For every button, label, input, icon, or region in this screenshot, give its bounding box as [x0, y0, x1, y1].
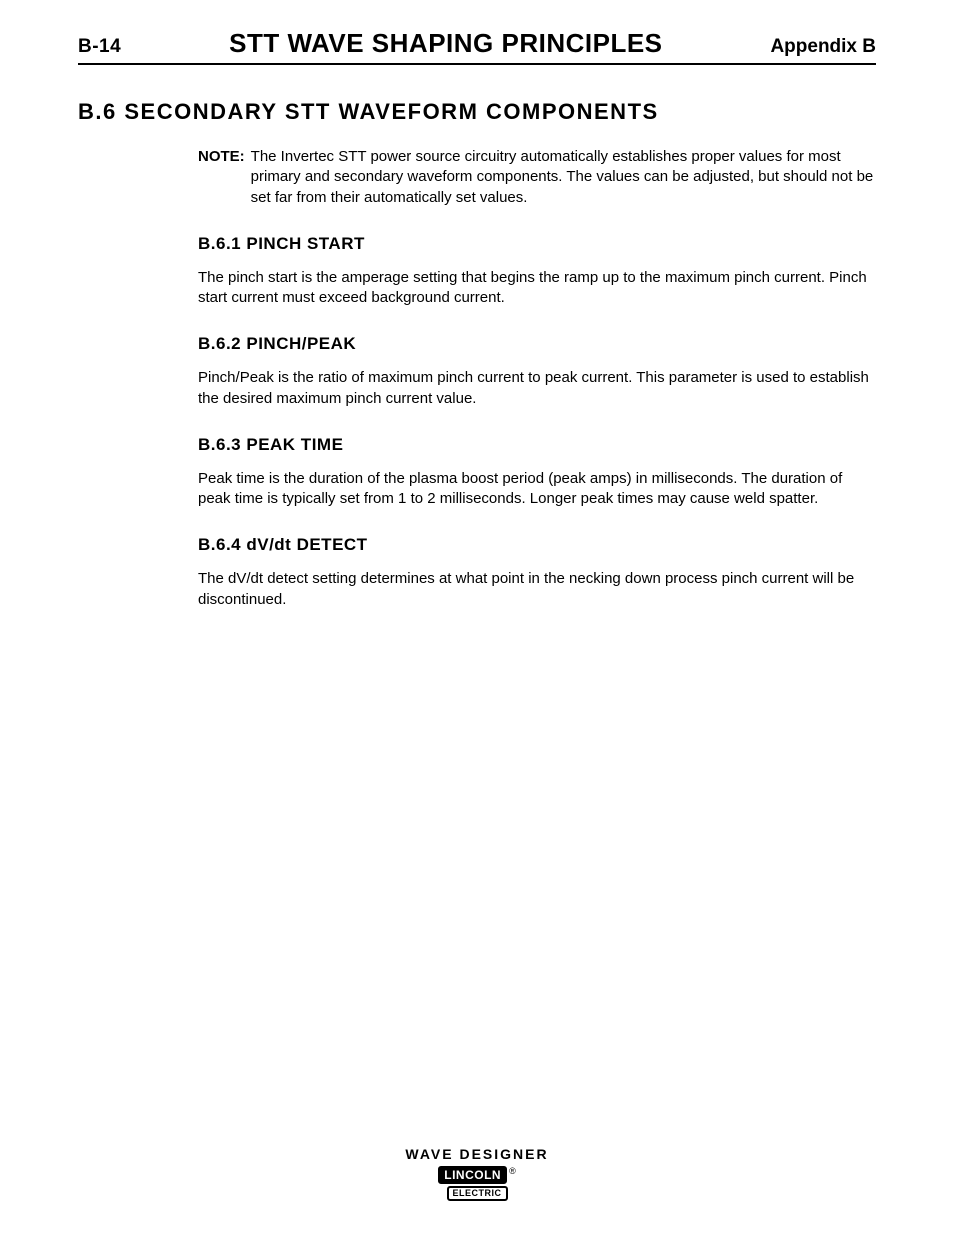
page-number: B-14 — [78, 36, 121, 58]
page-title: STT WAVE SHAPING PRINCIPLES — [121, 28, 770, 59]
body-content: NOTE: The Invertec STT power source circ… — [198, 147, 876, 610]
logo-bottom-row: ELECTRIC — [438, 1184, 515, 1201]
logo-brand-top: LINCOLN — [438, 1166, 507, 1184]
document-page: B-14 STT WAVE SHAPING PRINCIPLES Appendi… — [0, 0, 954, 1235]
appendix-label: Appendix B — [770, 36, 876, 58]
section-heading: B.6 SECONDARY STT WAVEFORM COMPONENTS — [78, 99, 876, 125]
subsection-heading: B.6.4 dV/dt DETECT — [198, 535, 876, 555]
registered-icon: ® — [509, 1167, 516, 1176]
subsection-heading: B.6.3 PEAK TIME — [198, 435, 876, 455]
note-block: NOTE: The Invertec STT power source circ… — [198, 147, 876, 208]
paragraph: The dV/dt detect setting determines at w… — [198, 569, 876, 610]
note-label: NOTE: — [198, 147, 245, 208]
lincoln-electric-logo: LINCOLN ® ELECTRIC — [438, 1166, 515, 1201]
paragraph: Pinch/Peak is the ratio of maximum pinch… — [198, 368, 876, 409]
subsection-heading: B.6.1 PINCH START — [198, 234, 876, 254]
footer-title: WAVE DESIGNER — [0, 1146, 954, 1162]
page-footer: WAVE DESIGNER LINCOLN ® ELECTRIC — [0, 1146, 954, 1201]
logo-brand-bottom: ELECTRIC — [447, 1186, 508, 1201]
logo-top-row: LINCOLN ® — [438, 1166, 515, 1184]
paragraph: The pinch start is the amperage setting … — [198, 268, 876, 309]
note-text: The Invertec STT power source circuitry … — [251, 147, 876, 208]
subsection-heading: B.6.2 PINCH/PEAK — [198, 334, 876, 354]
paragraph: Peak time is the duration of the plasma … — [198, 469, 876, 510]
page-header: B-14 STT WAVE SHAPING PRINCIPLES Appendi… — [78, 28, 876, 65]
